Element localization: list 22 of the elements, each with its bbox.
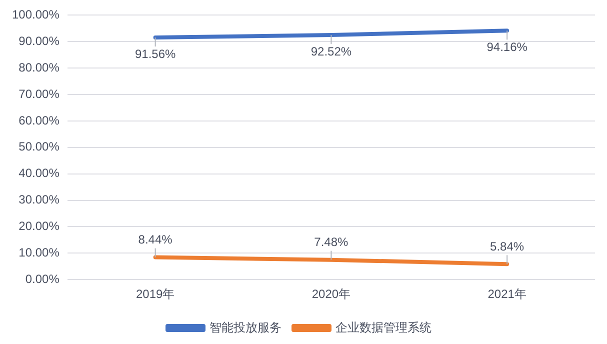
y-tick-label: 100.00% (12, 8, 60, 22)
y-tick-label: 30.00% (18, 192, 60, 207)
legend-label: 企业数据管理系统 (336, 320, 432, 334)
data-label: 91.56% (134, 46, 176, 61)
y-tick-label: 60.00% (18, 113, 60, 128)
data-label: 7.48% (314, 235, 349, 250)
y-tick-label: 50.00% (18, 140, 60, 154)
y-tick-label: 80.00% (18, 60, 60, 74)
data-label: 8.44% (138, 232, 173, 247)
y-tick-label: 20.00% (18, 219, 60, 234)
x-tick-label: 2021年 (488, 287, 526, 302)
x-tick-label: 2019年 (136, 287, 175, 302)
y-tick-label: 0.00% (25, 272, 60, 286)
data-label: 92.52% (310, 44, 352, 58)
y-tick-label: 90.00% (18, 34, 60, 48)
legend-label: 智能投放服务 (210, 320, 282, 334)
y-tick-label: 10.00% (18, 245, 60, 260)
data-label: 94.16% (486, 40, 528, 54)
x-tick-label: 2020年 (312, 287, 351, 302)
data-label: 5.84% (490, 239, 524, 254)
y-tick-label: 40.00% (18, 166, 60, 180)
y-tick-label: 70.00% (18, 86, 60, 101)
